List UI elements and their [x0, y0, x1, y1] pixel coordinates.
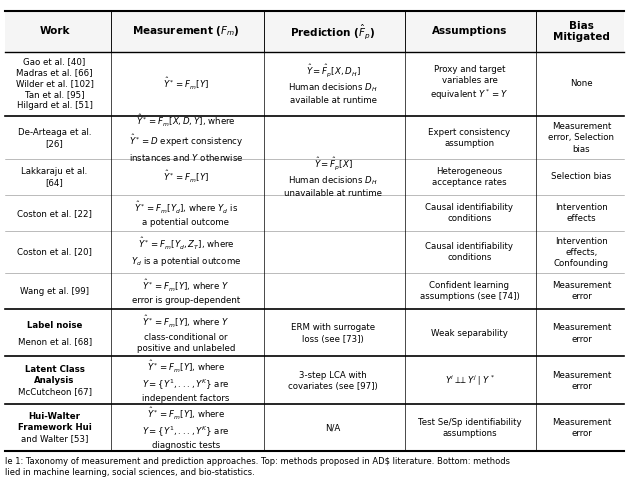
- Text: $\hat{Y}^* = F_m[Y]$, where
$Y = \{Y^1, ..., Y^K\}$ are
independent factors: $\hat{Y}^* = F_m[Y]$, where $Y = \{Y^1, …: [142, 358, 230, 403]
- Text: Bias
Mitigated: Bias Mitigated: [553, 21, 610, 42]
- Text: Framework Hui: Framework Hui: [18, 423, 92, 432]
- Text: Measurement ($F_m$): Measurement ($F_m$): [132, 25, 240, 38]
- Text: Work: Work: [39, 27, 70, 36]
- Bar: [4, 12, 624, 51]
- Text: Measurement
error: Measurement error: [552, 370, 611, 391]
- Text: Measurement
error: Measurement error: [552, 281, 611, 301]
- Text: Hui-Walter: Hui-Walter: [29, 412, 81, 421]
- Text: Lakkaraju et al.
[64]: Lakkaraju et al. [64]: [22, 167, 88, 187]
- Text: Heterogeneous
acceptance rates: Heterogeneous acceptance rates: [432, 167, 507, 187]
- Text: Latent Class: Latent Class: [24, 365, 84, 374]
- Text: ERM with surrogate
loss (see [73]): ERM with surrogate loss (see [73]): [291, 324, 375, 344]
- Text: $Y^i \perp\!\!\!\perp Y^j \mid Y^*$: $Y^i \perp\!\!\!\perp Y^j \mid Y^*$: [445, 373, 494, 388]
- Text: Coston et al. [20]: Coston et al. [20]: [17, 247, 92, 257]
- Text: Prediction ($\hat{F}_p$): Prediction ($\hat{F}_p$): [291, 22, 376, 41]
- Text: Causal identifiability
conditions: Causal identifiability conditions: [426, 203, 513, 223]
- Text: Intervention
effects,
Confounding: Intervention effects, Confounding: [554, 236, 609, 268]
- Text: Coston et al. [22]: Coston et al. [22]: [17, 209, 92, 218]
- Text: $\hat{Y}^* = F_m[Y_d, Z_T]$, where
$Y_d$ is a potential outcome: $\hat{Y}^* = F_m[Y_d, Z_T]$, where $Y_d$…: [131, 236, 241, 268]
- Text: $\hat{Y}^* = F_m[Y]$, where
$Y = \{Y^1, ..., Y^K\}$ are
diagnostic tests: $\hat{Y}^* = F_m[Y]$, where $Y = \{Y^1, …: [142, 406, 230, 450]
- Text: De-Arteaga et al.
[26]: De-Arteaga et al. [26]: [18, 128, 92, 148]
- Text: Selection bias: Selection bias: [551, 172, 612, 181]
- Text: Assumptions: Assumptions: [432, 27, 507, 36]
- Text: $\hat{Y}^* = F_m[Y]$: $\hat{Y}^* = F_m[Y]$: [163, 76, 209, 92]
- Text: Measurement
error: Measurement error: [552, 418, 611, 438]
- Text: Gao et al. [40]
Madras et al. [66]
Wilder et al. [102]
Tan et al. [95]
Hilgard e: Gao et al. [40] Madras et al. [66] Wilde…: [15, 57, 93, 110]
- Text: Intervention
effects: Intervention effects: [555, 203, 608, 223]
- Text: McCutcheon [67]: McCutcheon [67]: [17, 387, 92, 396]
- Text: N/A: N/A: [325, 423, 340, 432]
- Text: Menon et al. [68]: Menon et al. [68]: [17, 337, 92, 346]
- Text: 3-step LCA with
covariates (see [97]): 3-step LCA with covariates (see [97]): [288, 370, 378, 391]
- Text: Confident learning
assumptions (see [74]): Confident learning assumptions (see [74]…: [420, 281, 519, 301]
- Text: Measurement
error, Selection
bias: Measurement error, Selection bias: [548, 122, 614, 154]
- Text: Measurement
error: Measurement error: [552, 324, 611, 344]
- Text: Label noise: Label noise: [27, 321, 83, 330]
- Text: Wang et al. [99]: Wang et al. [99]: [20, 287, 89, 295]
- Text: $\hat{Y}^* = F_m[Y]$, where $Y$
error is group-dependent: $\hat{Y}^* = F_m[Y]$, where $Y$ error is…: [132, 278, 240, 305]
- Text: $\hat{Y} = \hat{F}_p[X, D_H]$
Human decisions $D_H$
available at runtime: $\hat{Y} = \hat{F}_p[X, D_H]$ Human deci…: [288, 62, 378, 105]
- Text: $\hat{Y}^* = F_m[Y]$: $\hat{Y}^* = F_m[Y]$: [163, 169, 209, 185]
- Text: Causal identifiability
conditions: Causal identifiability conditions: [426, 242, 513, 262]
- Text: $\hat{Y}^* = F_m[X, D, Y]$, where
$\hat{Y}^* = D$ expert consistency
instances a: $\hat{Y}^* = F_m[X, D, Y]$, where $\hat{…: [129, 113, 243, 163]
- Text: $\hat{Y}^* = F_m[Y_d]$, where $Y_d$ is
a potential outcome: $\hat{Y}^* = F_m[Y_d]$, where $Y_d$ is a…: [134, 200, 238, 227]
- Text: $\hat{Y} = \hat{F}_p[X]$
Human decisions $D_H$
unavailable at runtime: $\hat{Y} = \hat{F}_p[X]$ Human decisions…: [284, 155, 382, 199]
- Text: Expert consistency
assumption: Expert consistency assumption: [428, 128, 511, 148]
- Text: $\hat{Y}^* = F_m[Y]$, where $Y$
class-conditional or
positive and unlabeled: $\hat{Y}^* = F_m[Y]$, where $Y$ class-co…: [137, 314, 235, 353]
- Text: Weak separability: Weak separability: [431, 329, 508, 338]
- Text: and Walter [53]: and Walter [53]: [21, 434, 88, 444]
- Text: Test Se/Sp identifiability
assumptions: Test Se/Sp identifiability assumptions: [418, 418, 521, 438]
- Text: Analysis: Analysis: [35, 376, 75, 385]
- Text: None: None: [570, 79, 593, 88]
- Text: Proxy and target
variables are
equivalent $Y^* = Y$: Proxy and target variables are equivalen…: [430, 65, 509, 102]
- Text: le 1: Taxonomy of measurement and prediction approaches. Top: methods proposed i: le 1: Taxonomy of measurement and predic…: [4, 457, 509, 477]
